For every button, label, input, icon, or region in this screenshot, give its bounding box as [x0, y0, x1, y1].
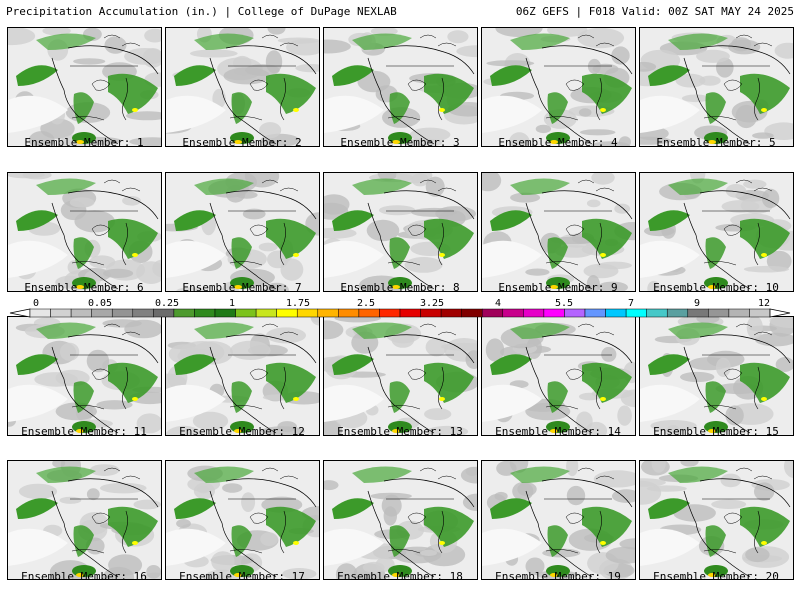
colorbar-tick-label: 9: [693, 298, 701, 309]
ensemble-member-map: [7, 172, 162, 292]
colorbar-tick-label: 12: [757, 298, 771, 309]
ensemble-member-map: [639, 316, 794, 436]
colorbar-tick-label: 7: [627, 298, 635, 309]
ensemble-member-label: Ensemble Member: 10: [653, 281, 779, 294]
ensemble-member-map: [481, 172, 636, 292]
ensemble-member-label: Ensemble Member: 18: [337, 570, 463, 583]
colorbar-tick-label: 2.5: [356, 298, 376, 309]
ensemble-member-label: Ensemble Member: 5: [656, 136, 776, 149]
ensemble-member-map: [481, 460, 636, 580]
ensemble-member-map: [639, 27, 794, 147]
ensemble-member-label: Ensemble Member: 6: [24, 281, 144, 294]
colorbar-tick-label: 0.05: [87, 298, 113, 309]
ensemble-member-map: [7, 316, 162, 436]
ensemble-member-map: [165, 316, 320, 436]
ensemble-member-map: [7, 27, 162, 147]
ensemble-member-label: Ensemble Member: 16: [21, 570, 147, 583]
ensemble-member-map: [165, 172, 320, 292]
colorbar-tick-label: 0.25: [154, 298, 180, 309]
colorbar-tick-label: 3.25: [419, 298, 445, 309]
ensemble-member-label: Ensemble Member: 11: [21, 425, 147, 438]
ensemble-member-label: Ensemble Member: 2: [182, 136, 302, 149]
ensemble-member-map: [165, 27, 320, 147]
colorbar-tick-label: 4: [494, 298, 502, 309]
ensemble-member-map: [639, 172, 794, 292]
ensemble-member-map: [323, 316, 478, 436]
ensemble-member-label: Ensemble Member: 7: [182, 281, 302, 294]
ensemble-member-label: Ensemble Member: 17: [179, 570, 305, 583]
ensemble-member-label: Ensemble Member: 1: [24, 136, 144, 149]
ensemble-member-label: Ensemble Member: 13: [337, 425, 463, 438]
ensemble-member-map: [323, 172, 478, 292]
colorbar-tick-label: 1.75: [285, 298, 311, 309]
ensemble-member-label: Ensemble Member: 19: [495, 570, 621, 583]
ensemble-member-label: Ensemble Member: 9: [498, 281, 618, 294]
ensemble-member-label: Ensemble Member: 12: [179, 425, 305, 438]
colorbar: [8, 297, 792, 321]
ensemble-member-map: [7, 460, 162, 580]
colorbar-tick-label: 0: [32, 298, 40, 309]
ensemble-member-map: [165, 460, 320, 580]
ensemble-member-map: [481, 316, 636, 436]
ensemble-member-label: Ensemble Member: 3: [340, 136, 460, 149]
run-valid-time: 06Z GEFS | F018 Valid: 00Z SAT MAY 24 20…: [515, 5, 794, 18]
colorbar-tick-label: 1: [228, 298, 236, 309]
chart-title: Precipitation Accumulation (in.) | Colle…: [6, 5, 397, 18]
ensemble-member-label: Ensemble Member: 8: [340, 281, 460, 294]
ensemble-member-label: Ensemble Member: 4: [498, 136, 618, 149]
ensemble-member-map: [323, 460, 478, 580]
ensemble-member-map: [639, 460, 794, 580]
ensemble-member-label: Ensemble Member: 14: [495, 425, 621, 438]
ensemble-member-map: [323, 27, 478, 147]
ensemble-member-label: Ensemble Member: 20: [653, 570, 779, 583]
colorbar-tick-label: 5.5: [554, 298, 574, 309]
ensemble-member-label: Ensemble Member: 15: [653, 425, 779, 438]
ensemble-member-map: [481, 27, 636, 147]
